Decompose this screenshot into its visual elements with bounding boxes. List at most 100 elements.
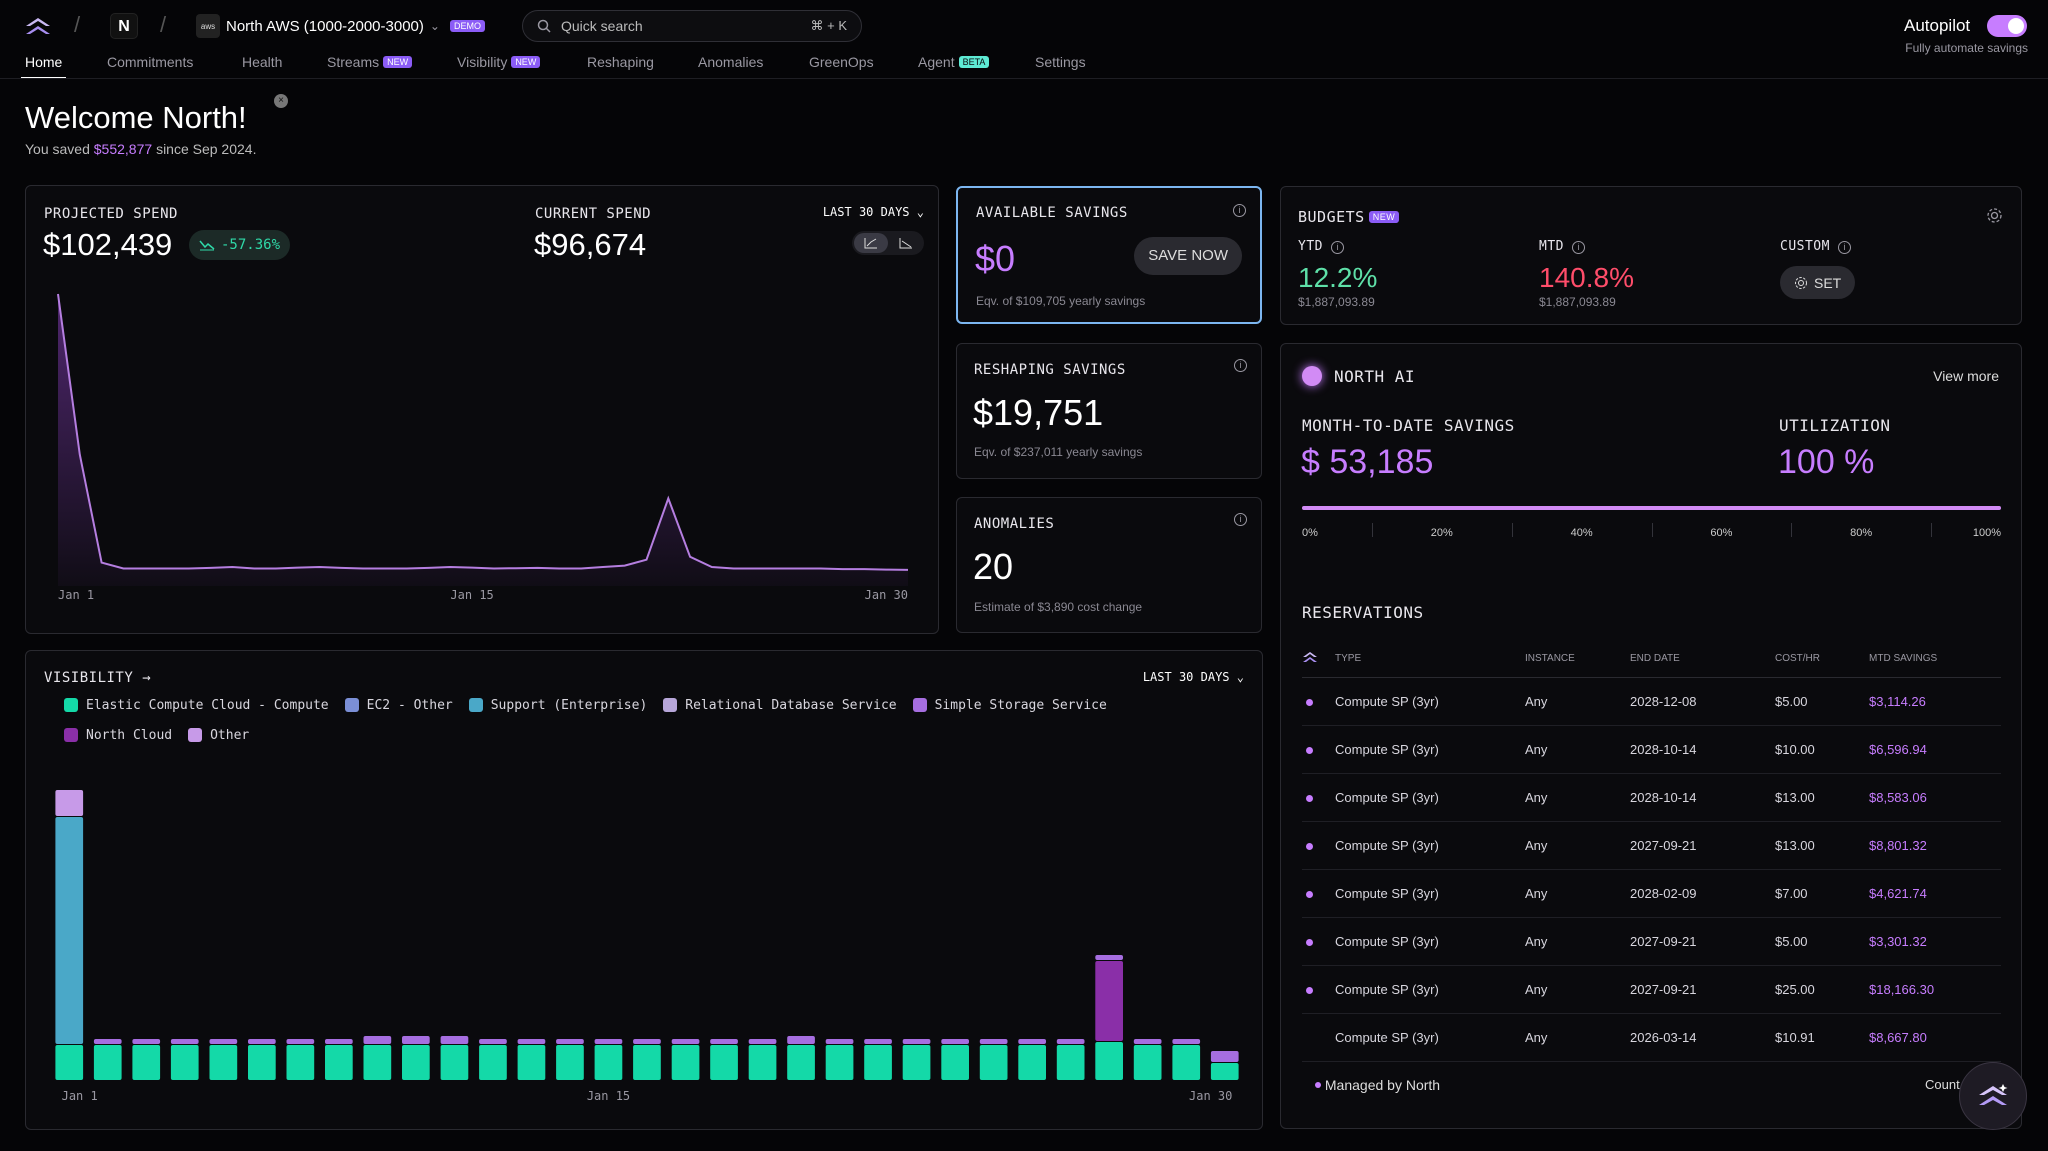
area-chart-icon[interactable] [890,233,922,253]
bar-segment[interactable] [55,790,84,816]
visibility-range-select[interactable]: LAST 30 DAYS ⌄ [1143,670,1244,684]
bar-segment[interactable] [825,1045,854,1080]
legend-item[interactable]: Support (Enterprise) [468,690,647,720]
spend-range-select[interactable]: LAST 30 DAYS ⌄ [823,205,924,219]
bar-segment[interactable] [286,1039,315,1044]
bar-segment[interactable] [1172,1045,1201,1080]
bar-segment[interactable] [979,1045,1008,1080]
reservation-row[interactable]: Compute SP (3yr) Any 2028-02-09 $7.00 $4,621… [1302,869,2001,918]
bar-segment[interactable] [55,1045,84,1080]
bar-segment[interactable] [55,817,84,1044]
bar-segment[interactable] [440,1036,469,1044]
bar-segment[interactable] [517,1039,546,1044]
legend-item[interactable]: North Cloud [64,720,172,750]
info-icon[interactable]: i [1234,359,1247,372]
tab-health[interactable]: Health [242,54,282,70]
bar-segment[interactable] [902,1045,931,1080]
bar-segment[interactable] [633,1045,661,1080]
reservation-row[interactable]: Compute SP (3yr) Any 2028-12-08 $5.00 $3,114… [1302,677,2001,726]
bar-segment[interactable] [93,1045,122,1080]
bar-segment[interactable] [633,1039,661,1044]
bar-segment[interactable] [594,1039,623,1044]
set-budget-button[interactable]: SET [1780,266,1856,299]
tab-reshaping[interactable]: Reshaping [587,54,654,70]
info-icon[interactable]: i [1234,513,1247,526]
bar-segment[interactable] [864,1045,892,1080]
bar-segment[interactable] [1210,1051,1239,1062]
search-input[interactable]: Quick search ⌘ + K [522,10,862,42]
tab-home[interactable]: Home [20,54,67,79]
bar-segment[interactable] [710,1045,738,1080]
tab-agent[interactable]: Agent BETA [918,54,990,70]
bar-segment[interactable] [1056,1039,1085,1044]
autopilot-toggle[interactable] [1987,15,2027,37]
bar-segment[interactable] [1095,1042,1123,1080]
reservation-row[interactable]: Compute SP (3yr) Any 2027-09-21 $5.00 $3,301… [1302,917,2001,966]
tab-anomalies[interactable]: Anomalies [698,54,763,70]
bar-segment[interactable] [787,1036,815,1044]
info-icon[interactable]: i [1572,241,1586,254]
bar-segment[interactable] [671,1039,700,1044]
tab-visibility[interactable]: Visibility NEW [457,54,541,70]
bar-segment[interactable] [1133,1039,1162,1044]
tab-settings[interactable]: Settings [1035,54,1086,70]
tab-commitments[interactable]: Commitments [107,54,193,70]
bar-segment[interactable] [325,1045,353,1080]
reservation-row[interactable]: Compute SP (3yr) Any 2027-09-21 $13.00 $8,80… [1302,821,2001,870]
bar-segment[interactable] [1095,961,1123,1041]
bar-segment[interactable] [402,1036,430,1044]
bar-segment[interactable] [248,1045,276,1080]
bar-segment[interactable] [979,1039,1008,1044]
bar-segment[interactable] [787,1045,815,1080]
assistant-fab[interactable] [1959,1062,2027,1130]
tab-greenops[interactable]: GreenOps [809,54,874,70]
bar-segment[interactable] [748,1045,777,1080]
visibility-link[interactable]: VISIBILITY → [44,670,152,686]
bar-segment[interactable] [325,1039,353,1044]
bar-segment[interactable] [825,1039,854,1044]
bar-segment[interactable] [941,1045,969,1080]
bar-segment[interactable] [1172,1039,1201,1044]
bar-segment[interactable] [941,1039,969,1044]
bar-segment[interactable] [132,1039,161,1044]
close-icon[interactable]: × [274,94,288,108]
legend-item[interactable]: Elastic Compute Cloud - Compute [64,690,329,720]
bar-segment[interactable] [93,1039,122,1044]
reservation-row[interactable]: Compute SP (3yr) Any 2027-09-21 $25.00 $18,1… [1302,965,2001,1014]
legend-item[interactable]: Other [188,720,249,750]
bar-segment[interactable] [864,1039,892,1044]
bar-segment[interactable] [402,1045,430,1080]
bar-segment[interactable] [1018,1039,1046,1044]
bar-segment[interactable] [1056,1045,1085,1080]
bar-segment[interactable] [248,1039,276,1044]
tab-streams[interactable]: Streams NEW [327,54,413,70]
bar-segment[interactable] [556,1045,584,1080]
bar-segment[interactable] [710,1039,738,1044]
gear-icon[interactable] [1986,207,2003,224]
bar-segment[interactable] [363,1045,392,1080]
reservation-row[interactable]: Compute SP (3yr) Any 2028-10-14 $10.00 $6,59… [1302,725,2001,774]
bar-segment[interactable] [671,1045,700,1080]
legend-item[interactable]: Relational Database Service [663,690,897,720]
bar-segment[interactable] [594,1045,623,1080]
bar-segment[interactable] [170,1045,199,1080]
bar-segment[interactable] [1018,1045,1046,1080]
bar-segment[interactable] [902,1039,931,1044]
view-more-link[interactable]: View more [1933,368,1999,384]
bar-segment[interactable] [517,1045,546,1080]
info-icon[interactable]: i [1331,241,1345,254]
bar-segment[interactable] [1133,1045,1162,1080]
bar-segment[interactable] [209,1039,238,1044]
bar-segment[interactable] [556,1039,584,1044]
reservation-row[interactable]: Compute SP (3yr) Any 2028-10-14 $13.00 $8,58… [1302,773,2001,822]
legend-item[interactable]: EC2 - Other [344,690,453,720]
info-icon[interactable]: i [1233,204,1246,217]
legend-item[interactable]: Simple Storage Service [912,690,1107,720]
bar-segment[interactable] [1210,1063,1239,1080]
bar-segment[interactable] [286,1045,315,1080]
bar-segment[interactable] [209,1045,238,1080]
line-chart-icon[interactable] [854,233,888,253]
reservation-row[interactable]: Compute SP (3yr) Any 2026-03-14 $10.91 $8,66… [1302,1013,2001,1062]
org-avatar[interactable]: N [110,13,138,39]
bar-segment[interactable] [748,1039,777,1044]
